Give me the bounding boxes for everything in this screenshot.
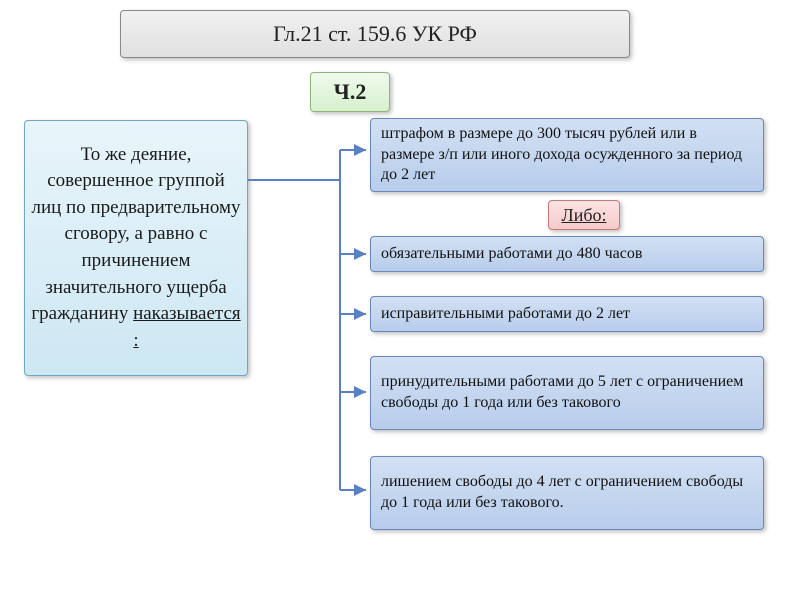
penalty-text: обязательными работами до 480 часов	[381, 244, 642, 265]
part-label-box: Ч.2	[310, 72, 390, 112]
or-label-box: Либо:	[548, 200, 620, 230]
title-text: Гл.21 ст. 159.6 УК РФ	[273, 21, 477, 47]
offense-box: То же деяние, совершенное группой лиц по…	[24, 120, 248, 376]
part-label-text: Ч.2	[334, 79, 367, 105]
header-title: Гл.21 ст. 159.6 УК РФ	[120, 10, 630, 58]
penalty-text: лишением свободы до 4 лет с ограничением…	[381, 472, 753, 514]
penalty-box-2: обязательными работами до 480 часов	[370, 236, 764, 272]
offense-text: То же деяние, совершенное группой лиц по…	[31, 142, 241, 355]
penalty-box-1: штрафом в размере до 300 тысяч рублей ил…	[370, 118, 764, 192]
offense-punished: наказывается :	[133, 303, 241, 351]
penalty-box-4: принудительными работами до 5 лет с огра…	[370, 356, 764, 430]
penalty-text: принудительными работами до 5 лет с огра…	[381, 372, 753, 414]
or-label-text: Либо:	[562, 205, 607, 226]
penalty-box-5: лишением свободы до 4 лет с ограничением…	[370, 456, 764, 530]
offense-body: То же деяние, совершенное группой лиц по…	[31, 144, 240, 325]
penalty-text: исправительными работами до 2 лет	[381, 304, 630, 325]
penalty-box-3: исправительными работами до 2 лет	[370, 296, 764, 332]
penalty-text: штрафом в размере до 300 тысяч рублей ил…	[381, 124, 753, 186]
